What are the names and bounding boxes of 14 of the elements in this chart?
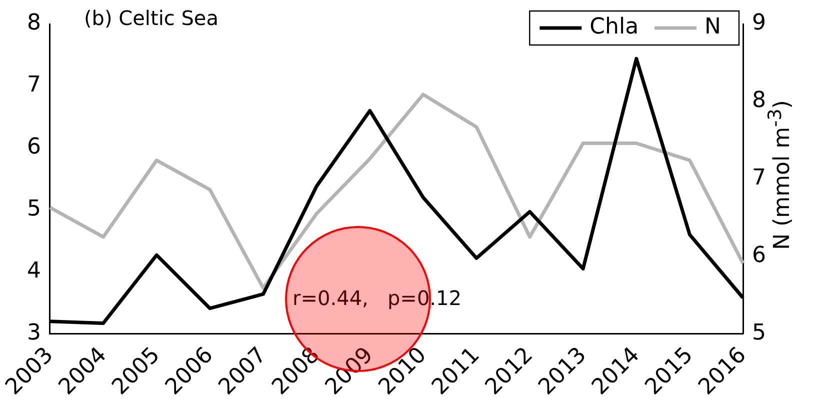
- y2-tick-label: 6: [752, 243, 766, 268]
- y-tick-label: 6: [26, 134, 41, 160]
- y-tick-label: 5: [26, 196, 41, 222]
- y2-tick-label: 5: [752, 320, 766, 346]
- y-tick-label: 8: [26, 10, 41, 36]
- y2-tick-label: 9: [752, 10, 766, 36]
- y2-tick-label: 7: [752, 166, 766, 191]
- y-tick-label: 7: [26, 72, 41, 98]
- y2-tick-label: 8: [752, 88, 766, 114]
- chart-title: (b) Celtic Sea: [84, 6, 218, 30]
- legend-label: Chla: [590, 14, 639, 40]
- y-tick-label: 3: [26, 320, 41, 346]
- legend-label: N: [704, 14, 722, 40]
- y-tick-label: 4: [26, 258, 41, 284]
